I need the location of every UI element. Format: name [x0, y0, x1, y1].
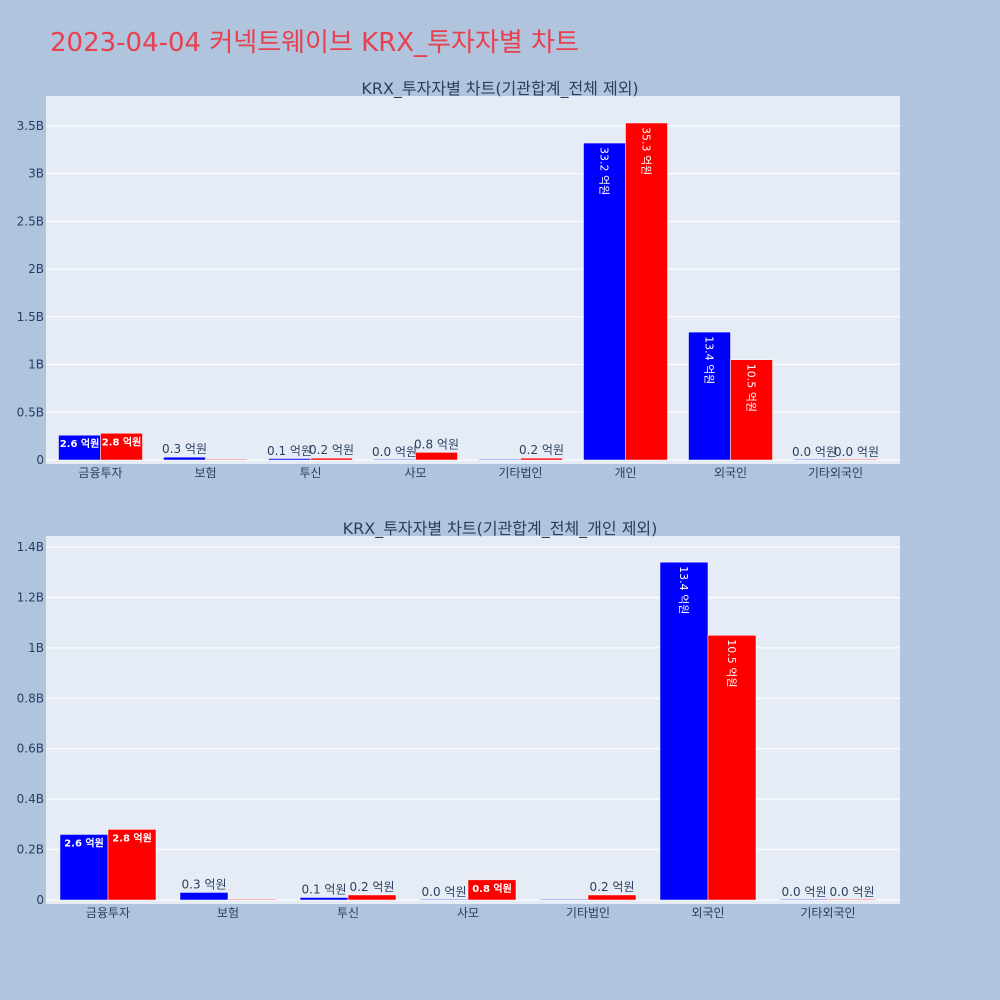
- y-tick-label: 0.5B: [17, 405, 44, 419]
- bar: [107, 829, 157, 901]
- bar: [415, 452, 458, 461]
- bar: [419, 898, 469, 901]
- data-label: 2.8 억원: [102, 435, 142, 448]
- bar: [779, 898, 829, 901]
- x-tick-label: 외국인: [714, 466, 747, 480]
- bar: [467, 879, 517, 901]
- chart-title: KRX_투자자별 차트(기관합계_전체 제외): [361, 79, 638, 99]
- bar: [347, 894, 397, 901]
- y-tick-label: 0.4B: [17, 792, 44, 806]
- bar: [730, 359, 773, 461]
- bar: [587, 894, 637, 901]
- data-label: 13.4 억원: [677, 566, 690, 614]
- data-label: 35.3 억원: [640, 127, 653, 175]
- data-label: 2.6 억원: [64, 836, 104, 849]
- x-tick-label: 기타법인: [498, 466, 542, 480]
- bar: [625, 122, 668, 461]
- x-tick-label: 사모: [457, 906, 479, 920]
- bar: [793, 458, 836, 461]
- data-label: 10.5 억원: [745, 364, 758, 412]
- bar: [478, 458, 521, 461]
- data-label: 2.6 억원: [60, 437, 100, 450]
- bar: [688, 331, 731, 461]
- y-tick-label: 1.5B: [17, 310, 44, 324]
- x-tick-label: 사모: [404, 466, 426, 480]
- x-tick-label: 기타외국인: [800, 906, 855, 920]
- data-label: 2.8 억원: [112, 831, 152, 844]
- chart-1: 0 0.5B 1B 1.5B 2B 2.5B 3B 3.5B KRX_투자자별 차트(기관합계_…: [17, 79, 900, 480]
- data-label: 0.2 억원: [590, 880, 635, 894]
- plot-area: [46, 536, 900, 904]
- x-tick-label: 금융투자: [86, 906, 130, 920]
- data-label: 10.5 억원: [725, 639, 738, 687]
- bar: [205, 458, 248, 461]
- bar: [373, 458, 416, 461]
- data-label: 0.8 억원: [414, 437, 459, 451]
- bar: [100, 433, 143, 461]
- bar: [539, 898, 589, 901]
- y-tick-label: 1B: [28, 641, 44, 655]
- data-label: 0.2 억원: [350, 880, 395, 894]
- bar: [227, 898, 277, 901]
- bar: [520, 457, 563, 461]
- bar: [310, 457, 353, 461]
- x-tick-label: 투신: [299, 466, 321, 480]
- bar: [59, 834, 109, 901]
- data-label: 0.0 억원: [422, 885, 467, 899]
- chart-2: 0 0.2B 0.4B 0.6B 0.8B 1B 1.2B 1.4B KRX_투자자별 차트(기…: [17, 519, 900, 920]
- bar: [583, 142, 626, 461]
- y-tick-label: 0: [36, 453, 44, 467]
- x-tick-label: 기타외국인: [808, 466, 863, 480]
- bar: [299, 897, 349, 901]
- y-tick-label: 1.2B: [17, 590, 44, 604]
- data-label: 0.0 억원: [372, 445, 417, 459]
- data-label: 0.1 억원: [267, 444, 312, 458]
- y-tick-label: 2B: [28, 262, 44, 276]
- data-label: 0.2 억원: [519, 443, 564, 457]
- y-tick-label: 3.5B: [17, 119, 44, 133]
- data-label: 0.8 억원: [472, 882, 512, 895]
- bar: [268, 458, 311, 461]
- data-label: 0.0 억원: [782, 885, 827, 899]
- y-tick-label: 1B: [28, 358, 44, 372]
- x-tick-label: 외국인: [691, 906, 724, 920]
- bar: [707, 635, 757, 901]
- data-label: 0.0 억원: [834, 445, 879, 459]
- bar: [163, 456, 206, 461]
- data-label: 0.2 억원: [309, 443, 354, 457]
- x-tick-label: 보험: [217, 906, 239, 920]
- data-label: 0.0 억원: [792, 445, 837, 459]
- bar: [179, 892, 229, 901]
- bar: [827, 898, 877, 901]
- y-tick-label: 0: [36, 893, 44, 907]
- data-label: 13.4 억원: [703, 336, 716, 384]
- x-tick-label: 기타법인: [566, 906, 610, 920]
- y-tick-label: 0.2B: [17, 843, 44, 857]
- bar: [659, 561, 709, 901]
- x-tick-label: 금융투자: [78, 466, 122, 480]
- chart-title: KRX_투자자별 차트(기관합계_전체_개인 제외): [343, 519, 658, 539]
- y-tick-label: 3B: [28, 167, 44, 181]
- x-tick-label: 투신: [337, 906, 359, 920]
- y-tick-label: 1.4B: [17, 540, 44, 554]
- data-label: 0.1 억원: [302, 882, 347, 896]
- y-tick-label: 0.8B: [17, 691, 44, 705]
- data-label: 33.2 억원: [598, 147, 611, 195]
- page-title: 2023-04-04 커넥트웨이브 KRX_투자자별 차트: [50, 28, 579, 58]
- data-label: 0.0 억원: [830, 885, 875, 899]
- data-label: 0.3 억원: [162, 442, 207, 456]
- x-tick-label: 개인: [614, 466, 636, 480]
- y-tick-label: 2.5B: [17, 214, 44, 228]
- y-tick-label: 0.6B: [17, 742, 44, 756]
- bar: [835, 458, 878, 461]
- data-label: 0.3 억원: [182, 877, 227, 891]
- x-tick-label: 보험: [194, 466, 216, 480]
